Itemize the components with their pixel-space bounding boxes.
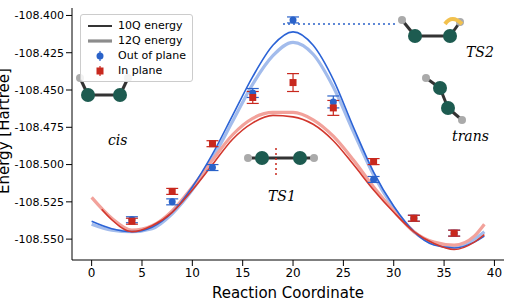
svg-text:-108.550: -108.550 [15,233,64,246]
html-text:In plane: In plane [118,64,163,77]
svg-text:-108.475: -108.475 [15,121,64,134]
html-text:12Q energy: 12Q energy [118,34,183,47]
svg-text:40: 40 [487,266,502,280]
svg-text:30: 30 [386,266,401,280]
svg-text:-108.400: -108.400 [15,9,64,22]
svg-text:-108.500: -108.500 [15,158,64,171]
svg-text:35: 35 [436,266,451,280]
html-text:Out of plane: Out of plane [118,49,187,62]
html-text:10Q energy: 10Q energy [118,19,183,32]
html-text:TS1: TS1 [268,188,296,204]
svg-text:25: 25 [336,266,351,280]
svg-text:0: 0 [88,266,96,280]
svg-text:-108.525: -108.525 [15,196,64,209]
svg-text:Reaction Coordinate: Reaction Coordinate [212,284,364,302]
svg-text:10: 10 [185,266,200,280]
svg-text:5: 5 [138,266,146,280]
html-text:cis: cis [108,132,128,148]
svg-text:-108.450: -108.450 [15,84,64,97]
svg-text:-108.425: -108.425 [15,47,64,60]
svg-text:15: 15 [235,266,250,280]
svg-text:20: 20 [285,266,300,280]
svg-text:Energy [Hartree]: Energy [Hartree] [8,68,13,194]
html-text:TS2: TS2 [466,44,494,60]
html-text:trans: trans [452,128,489,144]
